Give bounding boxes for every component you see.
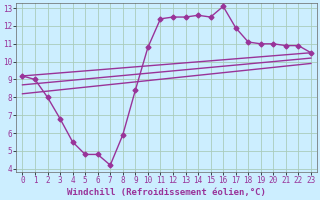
X-axis label: Windchill (Refroidissement éolien,°C): Windchill (Refroidissement éolien,°C): [67, 188, 266, 197]
